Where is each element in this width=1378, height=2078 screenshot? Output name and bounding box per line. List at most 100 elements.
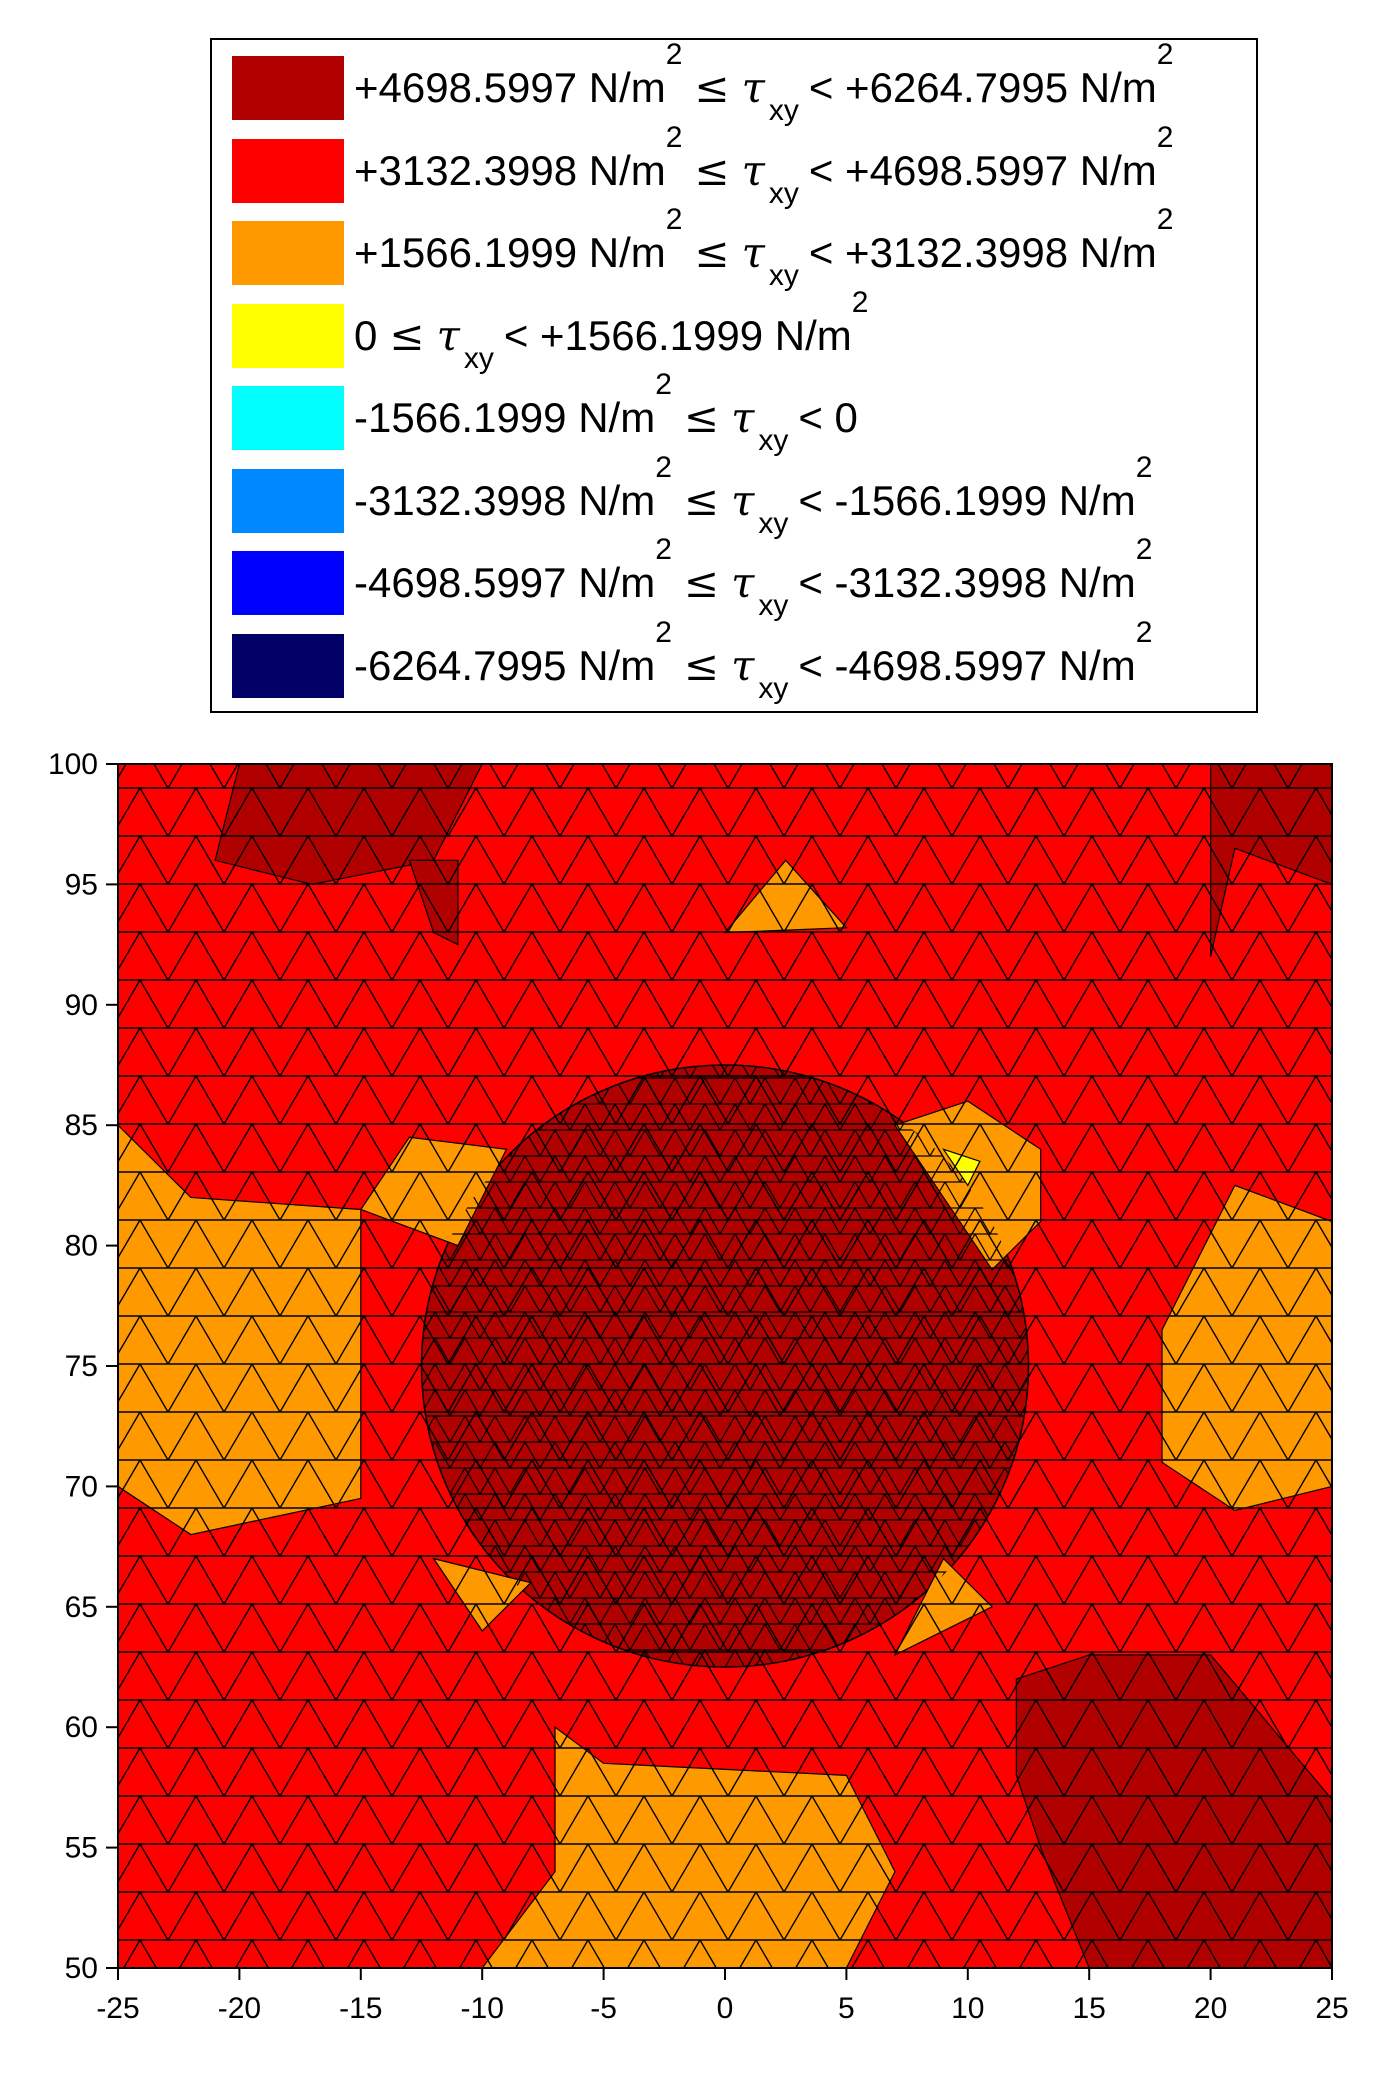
legend: +4698.5997 N/m2≤ τ xy < +6264.7995 N/m2 +313… [210, 38, 1258, 713]
tau-subscript: xy [463, 341, 494, 375]
tau-symbol: τ [731, 475, 755, 525]
legend-label: +1566.1999 N/m2≤ τ xy < +3132.3998 N/m2 [354, 205, 1173, 295]
legend-lower-bound: -4698.5997 N/m [354, 559, 656, 606]
unit-exponent: 2 [1156, 38, 1174, 71]
legend-swatch [232, 56, 344, 120]
legend-upper-bound: < 0 [798, 394, 858, 441]
legend-entry: -4698.5997 N/m2≤ τ xy < -3132.3998 N/m2 [224, 535, 1244, 625]
unit-exponent: 2 [1135, 533, 1153, 566]
legend-entry: 0 ≤ τ xy < +1566.1999 N/m2 [224, 287, 1244, 378]
y-tick-label: 85 [65, 1109, 98, 1142]
legend-lower-bound: -3132.3998 N/m [354, 476, 656, 524]
legend-swatch [232, 468, 344, 533]
x-tick-label: 5 [838, 1992, 855, 2025]
legend-swatch [232, 221, 344, 285]
unit-exponent: 2 [665, 120, 683, 154]
x-tick-label: -10 [461, 1992, 504, 2025]
unit-exponent: 2 [665, 203, 683, 236]
x-tick-label: -25 [96, 1992, 139, 2025]
legend-entry: -6264.7995 N/m2≤ τ xy < -4698.5997 N/m2 [224, 617, 1244, 708]
legend-swatch [232, 633, 344, 698]
tau-symbol: τ [741, 63, 765, 112]
y-tick-label: 90 [65, 989, 98, 1022]
x-tick-label: 0 [717, 1992, 734, 2025]
legend-lower-bound: -6264.7995 N/m [354, 641, 656, 689]
legend-entry: +1566.1999 N/m2≤ τ xy < +3132.3998 N/m2 [224, 205, 1244, 295]
y-tick-label: 55 [65, 1832, 98, 1865]
legend-lower-bound: +4698.5997 N/m [354, 64, 666, 111]
legend-label: -1566.1999 N/m2 ≤ τ xy < 0 [354, 370, 858, 460]
x-tick-label: 15 [1073, 1992, 1106, 2025]
le-symbol: ≤ [683, 475, 720, 525]
y-tick-label: 75 [65, 1350, 98, 1383]
legend-label: -3132.3998 N/m2≤ τ xy < -1566.1999 N/m2 [354, 452, 1152, 543]
le-symbol: ≤ [683, 640, 720, 690]
le-symbol: ≤ [683, 558, 720, 607]
legend-upper-bound: < +3132.3998 N/m [808, 229, 1157, 276]
legend-entry: -1566.1999 N/m2 ≤ τ xy < 0 [224, 370, 1244, 460]
legend-upper-bound: < -4698.5997 N/m [798, 641, 1136, 689]
legend-swatch [232, 138, 344, 203]
legend-upper-bound: < -1566.1999 N/m [798, 476, 1136, 524]
x-tick-label: 25 [1315, 1992, 1348, 2025]
le-symbol: ≤ [694, 145, 730, 195]
tau-symbol: τ [436, 310, 460, 360]
legend-lower-bound: -1566.1999 N/m [354, 394, 656, 441]
y-tick-label: 60 [65, 1711, 98, 1744]
le-symbol: ≤ [694, 63, 730, 112]
legend-upper-bound: < -3132.3998 N/m [798, 559, 1136, 606]
unit-exponent: 2 [1156, 203, 1174, 236]
legend-swatch [232, 386, 344, 450]
le-symbol: ≤ [389, 310, 425, 360]
tau-subscript: xy [758, 671, 789, 705]
unit-exponent: 2 [655, 368, 672, 401]
legend-label: 0 ≤ τ xy < +1566.1999 N/m2 [354, 287, 868, 378]
tau-symbol: τ [731, 558, 755, 607]
unit-exponent: 2 [851, 285, 869, 319]
x-tick-label: -5 [590, 1992, 617, 2025]
x-tick-label: 20 [1194, 1992, 1227, 2025]
x-tick-label: -20 [218, 1992, 261, 2025]
inclusion-fine-mesh [421, 1065, 1029, 1667]
tau-subscript: xy [758, 589, 789, 622]
tau-symbol: τ [741, 228, 765, 277]
legend-lower-bound: +1566.1999 N/m [354, 229, 666, 276]
x-tick-label: 10 [951, 1992, 984, 2025]
legend-swatch [232, 303, 344, 368]
legend-lower-bound: 0 [354, 311, 378, 359]
legend-entry: -3132.3998 N/m2≤ τ xy < -1566.1999 N/m2 [224, 452, 1244, 543]
y-tick-label: 100 [48, 748, 98, 781]
legend-swatch [232, 551, 344, 615]
le-symbol: ≤ [694, 228, 730, 277]
legend-entry: +4698.5997 N/m2≤ τ xy < +6264.7995 N/m2 [224, 40, 1244, 130]
legend-label: +3132.3998 N/m2≤ τ xy < +4698.5997 N/m2 [354, 122, 1173, 213]
y-tick-label: 65 [65, 1591, 98, 1624]
tau-symbol: τ [731, 393, 755, 442]
legend-upper-bound: < +1566.1999 N/m [503, 311, 852, 359]
unit-exponent: 2 [1135, 615, 1153, 649]
legend-label: -6264.7995 N/m2≤ τ xy < -4698.5997 N/m2 [354, 617, 1152, 708]
tau-subscript: xy [768, 94, 799, 127]
unit-exponent: 2 [1156, 120, 1174, 154]
legend-label: +4698.5997 N/m2≤ τ xy < +6264.7995 N/m2 [354, 40, 1173, 130]
unit-exponent: 2 [655, 615, 672, 649]
y-tick-label: 95 [65, 868, 98, 901]
y-tick-label: 80 [65, 1230, 98, 1263]
unit-exponent: 2 [1135, 450, 1153, 484]
x-tick-label: -15 [339, 1992, 382, 2025]
unit-exponent: 2 [655, 533, 672, 566]
tau-symbol: τ [731, 640, 755, 690]
tau-subscript: xy [758, 506, 789, 540]
legend-entry: +3132.3998 N/m2≤ τ xy < +4698.5997 N/m2 [224, 122, 1244, 213]
legend-lower-bound: +3132.3998 N/m [354, 146, 666, 194]
tau-subscript: xy [768, 176, 799, 210]
legend-label: -4698.5997 N/m2≤ τ xy < -3132.3998 N/m2 [354, 535, 1152, 625]
contour-plot: -25 -20 -15 -10 -5 0 5 10 15 20 25 100 95 90 85 80 75 70 6… [48, 748, 1349, 2025]
unit-exponent: 2 [655, 450, 672, 484]
y-tick-label: 70 [65, 1470, 98, 1503]
tau-subscript: xy [768, 259, 799, 292]
tau-symbol: τ [741, 145, 765, 195]
y-tick-label: 50 [65, 1952, 98, 1985]
unit-exponent: 2 [665, 38, 683, 71]
le-symbol: ≤ [683, 393, 720, 442]
